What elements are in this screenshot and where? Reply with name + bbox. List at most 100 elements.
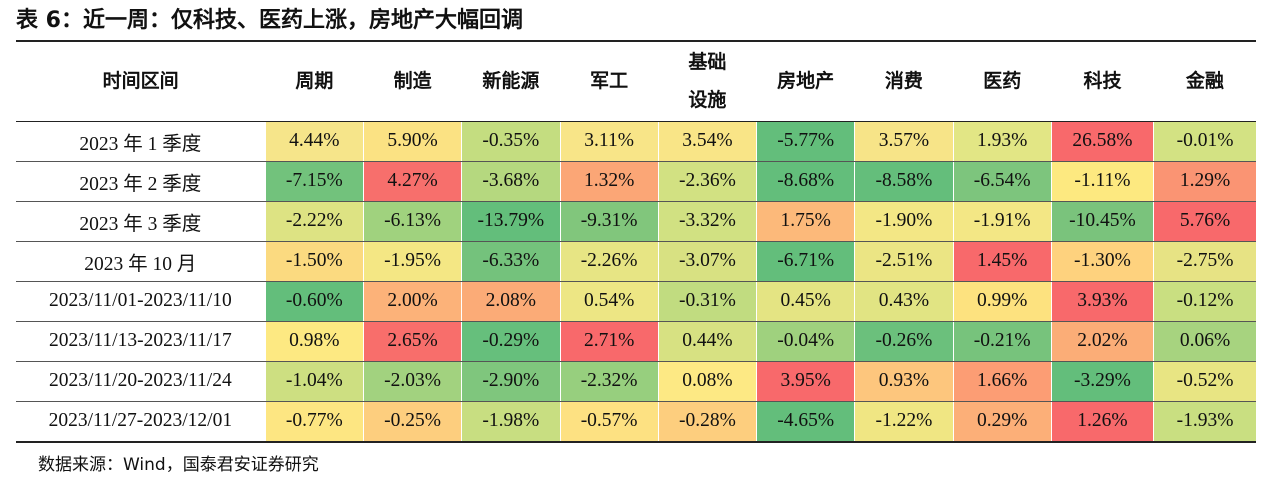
return-cell: 0.44% (657, 321, 757, 362)
return-cell: 1.32% (559, 161, 659, 202)
return-cell: -1.50% (264, 241, 364, 282)
header-infrastructure: 基础设施 (658, 40, 757, 122)
row-period-label: 2023/11/13-2023/11/17 (16, 321, 266, 362)
row-period-label: 2023 年 2 季度 (16, 161, 266, 202)
row-period-label: 2023 年 1 季度 (16, 121, 266, 162)
return-cell: 0.93% (854, 361, 954, 402)
header-technology: 科技 (1051, 40, 1154, 122)
return-cell: 5.76% (1153, 201, 1256, 242)
return-cell: -9.31% (559, 201, 659, 242)
return-cell: 1.93% (952, 121, 1052, 162)
return-cell: -0.28% (657, 401, 757, 443)
return-cell: -0.57% (559, 401, 659, 443)
header-consumption: 消费 (854, 40, 954, 122)
return-cell: 0.99% (952, 281, 1052, 322)
return-cell: -1.91% (952, 201, 1052, 242)
return-cell: -0.29% (461, 321, 560, 362)
return-cell: -2.26% (559, 241, 659, 282)
return-cell: -3.68% (461, 161, 560, 202)
return-cell: -6.13% (362, 201, 462, 242)
return-cell: -0.01% (1153, 121, 1256, 162)
return-cell: -1.30% (1050, 241, 1154, 282)
return-cell: 3.54% (657, 121, 757, 162)
source-note: 数据来源：Wind，国泰君安证券研究 (38, 455, 319, 475)
sector-returns-table: 时间区间 周期 制造 新能源 军工 基础设施 房地产 消费 医药 科技 金融 2… (16, 40, 1256, 443)
return-cell: -1.90% (854, 201, 954, 242)
return-cell: 0.98% (264, 321, 364, 362)
return-cell: -3.29% (1050, 361, 1154, 402)
header-row: 时间区间 周期 制造 新能源 军工 基础设施 房地产 消费 医药 科技 金融 (16, 40, 1256, 122)
return-cell: 2.08% (461, 281, 560, 322)
return-cell: -1.04% (264, 361, 364, 402)
return-cell: 2.00% (362, 281, 462, 322)
return-cell: -2.32% (559, 361, 659, 402)
return-cell: 0.45% (756, 281, 855, 322)
row-period-label: 2023 年 3 季度 (16, 201, 266, 242)
return-cell: -10.45% (1050, 201, 1154, 242)
return-cell: 3.57% (854, 121, 954, 162)
return-cell: 2.71% (559, 321, 659, 362)
return-cell: -2.90% (461, 361, 560, 402)
return-cell: 4.27% (362, 161, 462, 202)
return-cell: 0.29% (952, 401, 1052, 443)
return-cell: -2.51% (854, 241, 954, 282)
header-manufacturing: 制造 (363, 40, 462, 122)
return-cell: -0.21% (952, 321, 1052, 362)
return-cell: -0.04% (756, 321, 855, 362)
header-finance: 金融 (1153, 40, 1256, 122)
return-cell: 2.65% (362, 321, 462, 362)
return-cell: 0.43% (854, 281, 954, 322)
return-cell: 5.90% (362, 121, 462, 162)
return-cell: -0.52% (1153, 361, 1256, 402)
return-cell: 0.54% (559, 281, 659, 322)
return-cell: 1.26% (1050, 401, 1154, 443)
table-title: 表 6：近一周：仅科技、医药上涨，房地产大幅回调 (16, 8, 523, 33)
return-cell: -8.58% (854, 161, 954, 202)
return-cell: -2.36% (657, 161, 757, 202)
return-cell: -1.11% (1050, 161, 1154, 202)
return-cell: -0.25% (362, 401, 462, 443)
header-real-estate: 房地产 (756, 40, 855, 122)
return-cell: -0.77% (264, 401, 364, 443)
return-cell: 1.75% (756, 201, 855, 242)
return-cell: 26.58% (1050, 121, 1154, 162)
return-cell: -8.68% (756, 161, 855, 202)
table-row: 2023/11/20-2023/11/24 -1.04% -2.03% -2.90% -… (16, 361, 1256, 402)
return-cell: -1.98% (461, 401, 560, 443)
table-row: 2023/11/13-2023/11/17 0.98% 2.65% -0.29% 2.7… (16, 321, 1256, 362)
table-row: 2023 年 3 季度 -2.22% -6.13% -13.79% -9.31% -3.3… (16, 201, 1256, 242)
return-cell: -3.07% (657, 241, 757, 282)
header-military: 军工 (560, 40, 659, 122)
table-row: 2023 年 2 季度 -7.15% 4.27% -3.68% 1.32% -2.36% -… (16, 161, 1256, 202)
header-cycle: 周期 (265, 40, 364, 122)
return-cell: -1.95% (362, 241, 462, 282)
return-cell: 1.66% (952, 361, 1052, 402)
return-cell: -5.77% (756, 121, 855, 162)
return-cell: 3.93% (1050, 281, 1154, 322)
return-cell: -7.15% (264, 161, 364, 202)
table-row: 2023 年 1 季度 4.44% 5.90% -0.35% 3.11% 3.54% -5.… (16, 121, 1256, 162)
return-cell: 4.44% (264, 121, 364, 162)
return-cell: -13.79% (461, 201, 560, 242)
table-row: 2023/11/27-2023/12/01 -0.77% -0.25% -1.98% -… (16, 401, 1256, 443)
return-cell: -2.03% (362, 361, 462, 402)
return-cell: 3.11% (559, 121, 659, 162)
row-period-label: 2023/11/20-2023/11/24 (16, 361, 266, 402)
row-period-label: 2023/11/01-2023/11/10 (16, 281, 266, 322)
header-pharma: 医药 (953, 40, 1052, 122)
return-cell: -6.33% (461, 241, 560, 282)
return-cell: 2.02% (1050, 321, 1154, 362)
return-cell: -0.31% (657, 281, 757, 322)
return-cell: 0.06% (1153, 321, 1256, 362)
return-cell: 0.08% (657, 361, 757, 402)
return-cell: -4.65% (756, 401, 855, 443)
return-cell: 1.29% (1153, 161, 1256, 202)
return-cell: -0.26% (854, 321, 954, 362)
row-period-label: 2023/11/27-2023/12/01 (16, 401, 266, 443)
return-cell: -0.12% (1153, 281, 1256, 322)
header-time-period: 时间区间 (16, 40, 266, 122)
return-cell: 3.95% (756, 361, 855, 402)
return-cell: -1.93% (1153, 401, 1256, 443)
return-cell: -0.60% (264, 281, 364, 322)
return-cell: -0.35% (461, 121, 560, 162)
